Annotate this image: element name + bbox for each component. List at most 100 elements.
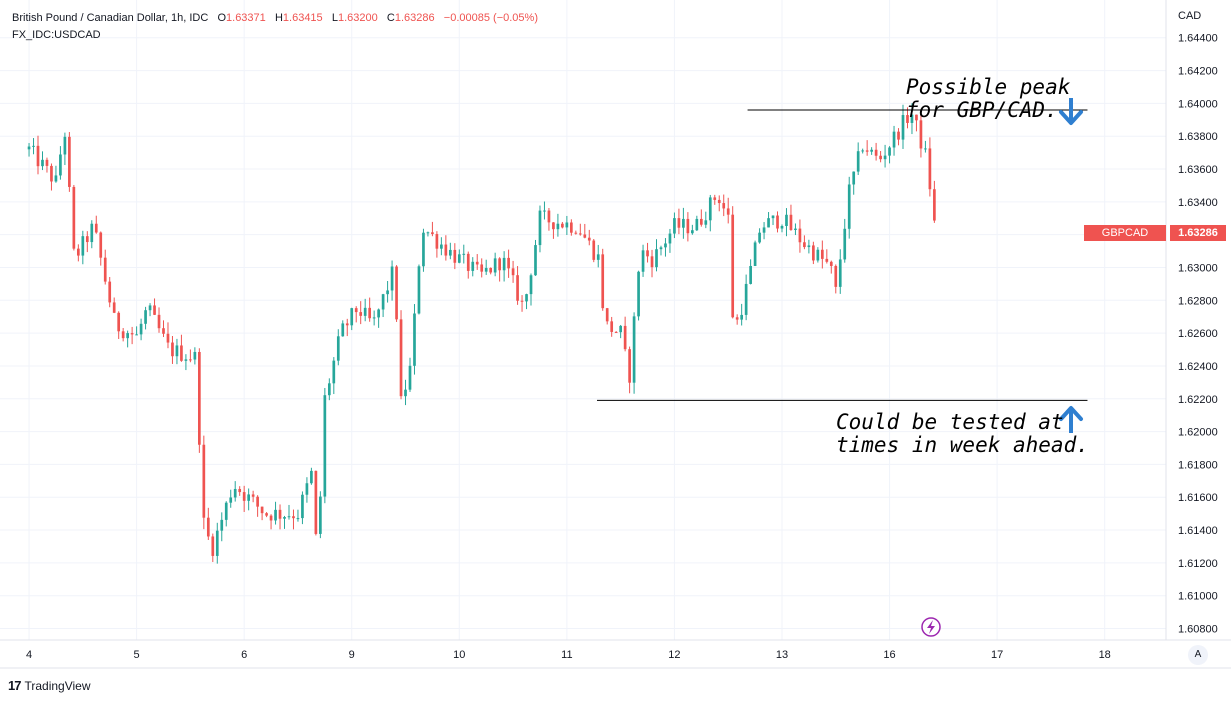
candle[interactable] [583, 223, 587, 239]
candle[interactable] [646, 242, 649, 263]
candle[interactable] [180, 334, 183, 362]
candle[interactable] [731, 206, 735, 319]
candle[interactable] [758, 228, 761, 244]
candle[interactable] [139, 318, 143, 341]
candle[interactable] [484, 259, 488, 275]
candle[interactable] [247, 488, 250, 511]
candle[interactable] [381, 293, 385, 318]
candle[interactable] [431, 221, 434, 237]
candle[interactable] [144, 306, 147, 330]
candle[interactable] [63, 132, 67, 166]
candle[interactable] [359, 301, 363, 325]
candle[interactable] [870, 147, 873, 155]
candle[interactable] [552, 222, 555, 239]
candle[interactable] [592, 238, 596, 263]
candle[interactable] [238, 486, 242, 496]
candle[interactable] [50, 163, 53, 191]
candle[interactable] [202, 435, 206, 530]
candle[interactable] [561, 221, 564, 229]
candle[interactable] [278, 504, 282, 530]
candle[interactable] [780, 224, 784, 233]
candle[interactable] [153, 298, 156, 316]
candle[interactable] [834, 264, 838, 294]
candle[interactable] [897, 128, 900, 146]
candle[interactable] [861, 148, 865, 154]
candle[interactable] [829, 260, 833, 274]
candle[interactable] [708, 194, 712, 232]
candle[interactable] [377, 308, 380, 328]
candle[interactable] [350, 307, 354, 331]
candle[interactable] [162, 320, 165, 338]
candle[interactable] [794, 223, 797, 236]
candle[interactable] [547, 208, 551, 231]
candle[interactable] [457, 249, 461, 264]
candle[interactable] [520, 295, 524, 312]
candle[interactable] [910, 103, 914, 135]
x-axis-ticks[interactable]: 4 5 6 9 10 11 12 13 16 17 18 [26, 649, 1111, 661]
candle[interactable] [525, 293, 528, 310]
candle[interactable] [682, 207, 685, 239]
candle[interactable] [570, 219, 573, 236]
candle[interactable] [740, 303, 744, 326]
candle[interactable] [892, 125, 896, 156]
candle[interactable] [744, 274, 748, 321]
candle[interactable] [130, 326, 134, 345]
candle[interactable] [852, 171, 856, 195]
comparison-symbol[interactable]: FX_IDC:USDCAD [12, 29, 101, 41]
candle[interactable] [883, 144, 887, 168]
candle[interactable] [691, 224, 694, 235]
candle[interactable] [292, 509, 295, 530]
candle[interactable] [211, 533, 215, 563]
candle[interactable] [641, 244, 645, 277]
candle[interactable] [919, 112, 923, 158]
candle[interactable] [90, 220, 94, 249]
candle[interactable] [664, 238, 667, 257]
candle[interactable] [220, 512, 224, 542]
candle[interactable] [466, 251, 470, 279]
axis-currency-label[interactable]: CAD [1178, 10, 1202, 22]
candle[interactable] [825, 249, 829, 264]
candle[interactable] [686, 212, 690, 242]
candle[interactable] [498, 257, 501, 282]
candle[interactable] [516, 266, 519, 305]
candle[interactable] [103, 249, 107, 285]
candle[interactable] [72, 184, 76, 251]
candle[interactable] [314, 470, 318, 536]
candle[interactable] [623, 316, 627, 352]
candle[interactable] [874, 142, 878, 161]
candle[interactable] [395, 265, 398, 322]
candle[interactable] [511, 260, 515, 283]
candle[interactable] [251, 490, 255, 503]
candle[interactable] [605, 307, 609, 325]
candle[interactable] [422, 228, 425, 272]
candle[interactable] [578, 223, 582, 236]
candle[interactable] [323, 387, 327, 504]
candle[interactable] [413, 304, 416, 375]
candle[interactable] [820, 240, 824, 269]
candle[interactable] [888, 146, 891, 164]
candle[interactable] [260, 506, 264, 521]
candle[interactable] [785, 208, 788, 237]
candle[interactable] [587, 229, 591, 246]
candle[interactable] [865, 140, 869, 156]
candle[interactable] [27, 143, 31, 157]
candle[interactable] [45, 157, 49, 173]
candle[interactable] [695, 215, 699, 231]
candle[interactable] [444, 235, 448, 261]
candle[interactable] [336, 329, 340, 366]
candle[interactable] [614, 331, 618, 333]
candle[interactable] [543, 201, 546, 220]
candle[interactable] [345, 318, 349, 337]
candle[interactable] [462, 244, 466, 264]
candle[interactable] [610, 316, 614, 337]
candle[interactable] [475, 254, 479, 270]
candle[interactable] [94, 215, 98, 234]
candle[interactable] [265, 512, 268, 518]
candle[interactable] [717, 195, 721, 212]
candle[interactable] [354, 306, 358, 323]
candle[interactable] [166, 322, 170, 349]
candle[interactable] [81, 230, 85, 265]
candle[interactable] [135, 326, 138, 336]
candle[interactable] [242, 485, 246, 512]
candle[interactable] [771, 215, 775, 226]
